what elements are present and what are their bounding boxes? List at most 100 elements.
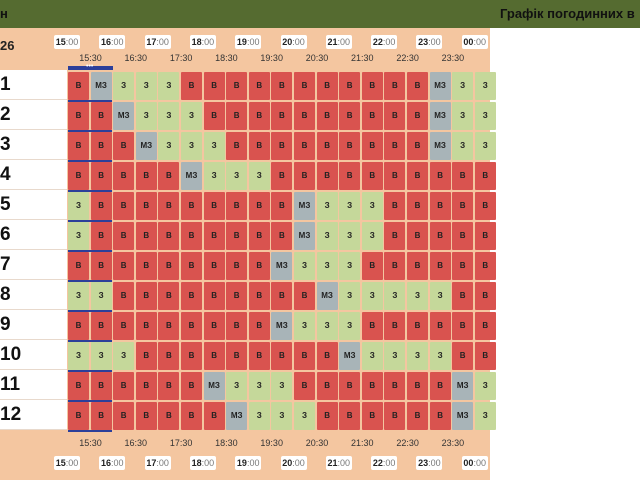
schedule-cell[interactable]: В <box>226 102 248 130</box>
schedule-cell[interactable]: В <box>339 102 361 130</box>
schedule-cell[interactable]: В <box>135 342 157 370</box>
schedule-cell[interactable]: В <box>90 162 112 190</box>
schedule-cell[interactable]: В <box>474 162 496 190</box>
schedule-cell[interactable]: В <box>429 312 451 340</box>
schedule-cell[interactable]: З <box>248 402 270 430</box>
schedule-cell[interactable]: В <box>407 252 428 280</box>
schedule-cell[interactable]: В <box>135 372 157 400</box>
schedule-cell[interactable]: В <box>90 252 112 280</box>
schedule-cell[interactable]: В <box>407 402 428 430</box>
schedule-cell[interactable]: В <box>90 312 112 340</box>
schedule-cell[interactable]: В <box>113 222 135 250</box>
schedule-cell[interactable]: В <box>68 402 89 430</box>
schedule-cell[interactable]: З <box>181 132 202 160</box>
schedule-cell[interactable]: В <box>135 252 157 280</box>
schedule-cell[interactable]: З <box>361 342 383 370</box>
schedule-cell[interactable]: В <box>271 342 293 370</box>
schedule-cell[interactable]: В <box>90 132 112 160</box>
schedule-cell[interactable]: В <box>113 192 135 220</box>
schedule-cell[interactable]: З <box>339 312 361 340</box>
schedule-cell[interactable]: В <box>452 342 474 370</box>
schedule-cell[interactable]: В <box>474 342 496 370</box>
schedule-cell[interactable]: В <box>68 312 89 340</box>
schedule-cell[interactable]: В <box>158 372 180 400</box>
schedule-cell[interactable]: В <box>90 402 112 430</box>
schedule-cell[interactable]: В <box>294 282 315 310</box>
schedule-cell[interactable]: В <box>407 372 428 400</box>
schedule-cell[interactable]: МЗ <box>226 402 248 430</box>
schedule-cell[interactable]: В <box>384 402 406 430</box>
schedule-cell[interactable]: В <box>384 102 406 130</box>
schedule-cell[interactable]: В <box>407 312 428 340</box>
schedule-cell[interactable]: В <box>316 162 338 190</box>
schedule-cell[interactable]: З <box>203 162 225 190</box>
schedule-cell[interactable]: В <box>429 372 451 400</box>
schedule-cell[interactable]: В <box>226 252 248 280</box>
schedule-cell[interactable]: В <box>361 312 383 340</box>
schedule-cell[interactable]: В <box>248 132 270 160</box>
schedule-cell[interactable]: В <box>158 282 180 310</box>
schedule-cell[interactable]: В <box>158 402 180 430</box>
schedule-cell[interactable]: В <box>407 132 428 160</box>
schedule-cell[interactable]: МЗ <box>452 372 474 400</box>
schedule-cell[interactable]: МЗ <box>271 312 293 340</box>
schedule-cell[interactable]: З <box>339 192 361 220</box>
schedule-cell[interactable]: В <box>339 372 361 400</box>
schedule-cell[interactable]: З <box>361 192 383 220</box>
schedule-cell[interactable]: З <box>271 402 293 430</box>
schedule-cell[interactable]: В <box>294 342 315 370</box>
schedule-cell[interactable]: В <box>226 312 248 340</box>
schedule-cell[interactable]: В <box>316 342 338 370</box>
schedule-cell[interactable]: В <box>474 192 496 220</box>
schedule-cell[interactable]: В <box>316 402 338 430</box>
schedule-cell[interactable]: В <box>203 312 225 340</box>
schedule-cell[interactable]: В <box>384 222 406 250</box>
schedule-cell[interactable]: В <box>203 72 225 100</box>
schedule-cell[interactable]: В <box>271 162 293 190</box>
schedule-cell[interactable]: В <box>90 372 112 400</box>
schedule-cell[interactable]: В <box>429 402 451 430</box>
schedule-cell[interactable]: В <box>181 342 202 370</box>
schedule-cell[interactable]: В <box>158 342 180 370</box>
schedule-cell[interactable]: З <box>474 72 496 100</box>
schedule-cell[interactable]: В <box>271 222 293 250</box>
schedule-cell[interactable]: В <box>474 312 496 340</box>
schedule-cell[interactable]: З <box>248 162 270 190</box>
schedule-cell[interactable]: МЗ <box>294 192 315 220</box>
schedule-cell[interactable]: З <box>226 162 248 190</box>
schedule-cell[interactable]: З <box>68 282 89 310</box>
schedule-cell[interactable]: З <box>316 252 338 280</box>
schedule-cell[interactable]: В <box>384 312 406 340</box>
schedule-cell[interactable]: В <box>203 402 225 430</box>
schedule-cell[interactable]: В <box>407 222 428 250</box>
schedule-cell[interactable]: В <box>181 192 202 220</box>
schedule-cell[interactable]: З <box>474 132 496 160</box>
schedule-cell[interactable]: З <box>339 282 361 310</box>
schedule-cell[interactable]: В <box>271 132 293 160</box>
schedule-cell[interactable]: З <box>113 342 135 370</box>
schedule-cell[interactable]: З <box>271 372 293 400</box>
schedule-cell[interactable]: В <box>429 252 451 280</box>
schedule-cell[interactable]: З <box>135 102 157 130</box>
schedule-cell[interactable]: З <box>361 222 383 250</box>
schedule-cell[interactable]: В <box>113 312 135 340</box>
schedule-cell[interactable]: З <box>248 372 270 400</box>
schedule-cell[interactable]: В <box>248 252 270 280</box>
schedule-cell[interactable]: В <box>407 102 428 130</box>
schedule-cell[interactable]: В <box>407 72 428 100</box>
schedule-cell[interactable]: В <box>271 102 293 130</box>
schedule-cell[interactable]: МЗ <box>339 342 361 370</box>
schedule-cell[interactable]: В <box>452 312 474 340</box>
schedule-cell[interactable]: В <box>294 372 315 400</box>
schedule-cell[interactable]: В <box>339 72 361 100</box>
schedule-cell[interactable]: В <box>248 192 270 220</box>
schedule-cell[interactable]: З <box>474 102 496 130</box>
schedule-cell[interactable]: В <box>68 252 89 280</box>
schedule-cell[interactable]: В <box>203 282 225 310</box>
schedule-cell[interactable]: В <box>68 132 89 160</box>
schedule-cell[interactable]: В <box>248 102 270 130</box>
schedule-cell[interactable]: З <box>339 252 361 280</box>
schedule-cell[interactable]: В <box>316 102 338 130</box>
schedule-cell[interactable]: В <box>294 132 315 160</box>
schedule-cell[interactable]: В <box>429 222 451 250</box>
